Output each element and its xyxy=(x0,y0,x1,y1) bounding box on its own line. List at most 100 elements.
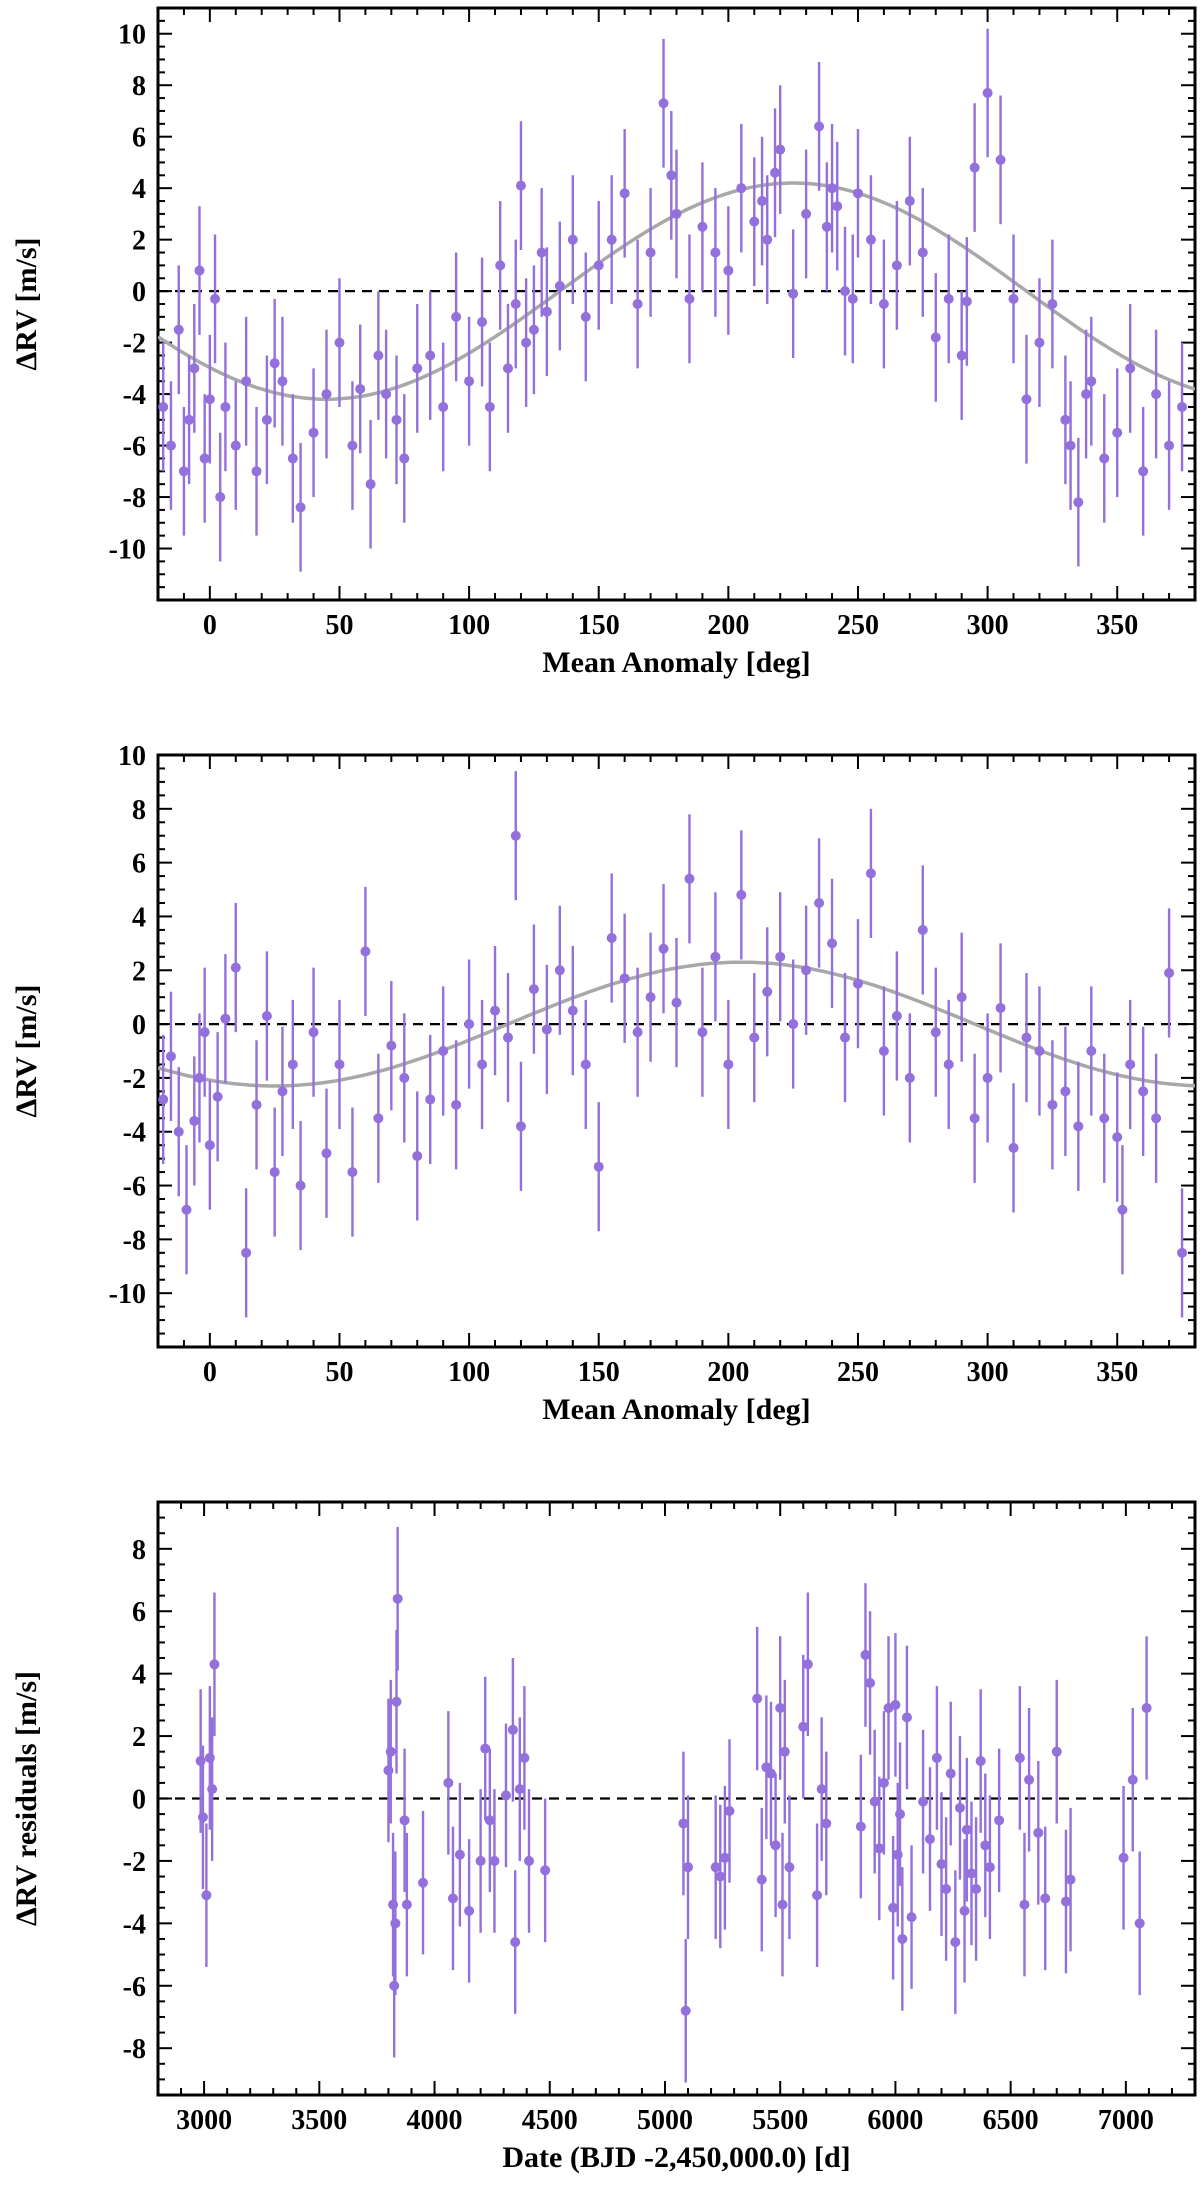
data-point xyxy=(904,1072,915,1083)
x-axis-title: Mean Anomaly [deg] xyxy=(542,1393,810,1426)
y-tick-label: -6 xyxy=(123,1172,146,1203)
chart-panel-phase-folded-middle: 0 50 100 150 200 250 300 350 -10 -8 -6 -4 -2 0 2 4 6 8 10 M… xyxy=(10,741,1197,1426)
data-point xyxy=(521,337,532,348)
data-point xyxy=(502,1032,513,1043)
data-point xyxy=(401,1899,412,1910)
x-tick-label: 0 xyxy=(203,610,217,641)
data-point xyxy=(1073,497,1084,508)
x-tick-label: 7000 xyxy=(1098,2105,1154,2136)
data-point xyxy=(994,1815,1005,1826)
data-point xyxy=(904,196,915,207)
x-axis-title: Date (BJD -2,450,000.0) [d] xyxy=(502,2141,850,2174)
data-point xyxy=(891,260,902,271)
data-point xyxy=(215,492,226,503)
data-point xyxy=(199,453,210,464)
data-point xyxy=(980,1840,991,1851)
data-point xyxy=(536,247,547,258)
data-point xyxy=(943,1059,954,1070)
y-tick-label: 2 xyxy=(132,226,146,257)
data-point xyxy=(860,1649,871,1660)
data-point xyxy=(719,1852,730,1863)
data-point xyxy=(490,1005,501,1016)
data-point xyxy=(593,260,604,271)
data-point xyxy=(541,306,552,317)
data-point xyxy=(930,1027,941,1038)
data-point xyxy=(1047,1099,1058,1110)
x-axis-title: Mean Anomaly [deg] xyxy=(542,646,810,679)
data-point xyxy=(451,1099,462,1110)
data-point xyxy=(173,324,184,335)
data-point xyxy=(788,288,799,299)
data-point xyxy=(295,502,306,513)
data-point xyxy=(425,350,436,361)
data-point xyxy=(865,868,876,879)
data-point xyxy=(567,1005,578,1016)
data-point xyxy=(519,1752,530,1763)
data-point xyxy=(950,1937,961,1948)
data-point xyxy=(210,293,221,304)
data-point xyxy=(982,87,993,98)
data-point xyxy=(802,1659,813,1670)
x-tick-label: 350 xyxy=(1096,610,1138,641)
data-point xyxy=(1008,293,1019,304)
data-point xyxy=(1040,1893,1051,1904)
data-point xyxy=(1177,1247,1188,1258)
data-point xyxy=(606,234,617,245)
data-point xyxy=(1014,1752,1025,1763)
data-point xyxy=(412,363,423,374)
data-point xyxy=(593,1161,604,1172)
data-point xyxy=(355,383,366,394)
y-tick-label: -8 xyxy=(123,2034,146,2065)
y-axis-title: ΔRV [m/s] xyxy=(10,984,43,1117)
y-axis-title: ΔRV residuals [m/s] xyxy=(10,1671,43,1926)
data-point xyxy=(1060,1086,1071,1097)
x-tick-label: 5000 xyxy=(637,2105,693,2136)
data-point xyxy=(347,440,358,451)
data-point xyxy=(1060,414,1071,425)
data-point xyxy=(277,1086,288,1097)
data-point xyxy=(878,1777,889,1788)
data-point xyxy=(777,1899,788,1910)
data-point xyxy=(775,144,786,155)
data-point xyxy=(897,1933,908,1944)
data-point xyxy=(943,293,954,304)
y-tick-label: -6 xyxy=(123,432,146,463)
data-point xyxy=(201,1890,212,1901)
data-point xyxy=(475,1855,486,1866)
data-point xyxy=(1021,394,1032,405)
data-point xyxy=(1151,389,1162,400)
data-point xyxy=(680,2005,691,2016)
data-point xyxy=(847,293,858,304)
x-tick-label: 50 xyxy=(325,610,353,641)
data-point xyxy=(347,1167,358,1178)
data-point xyxy=(956,992,967,1003)
data-point xyxy=(1033,1827,1044,1838)
data-point xyxy=(757,196,768,207)
data-point xyxy=(865,234,876,245)
data-point xyxy=(966,1868,977,1879)
data-point xyxy=(165,440,176,451)
data-point xyxy=(684,873,695,884)
data-point xyxy=(381,389,392,400)
data-point xyxy=(827,938,838,949)
data-point xyxy=(710,951,721,962)
y-tick-label: 4 xyxy=(132,1660,146,1691)
data-point xyxy=(832,201,843,212)
y-tick-label: -2 xyxy=(123,1064,146,1095)
data-point xyxy=(865,1678,876,1689)
data-point xyxy=(749,1032,760,1043)
x-tick-label: 250 xyxy=(837,1357,879,1388)
data-layer xyxy=(158,771,1195,1318)
data-point xyxy=(632,1027,643,1038)
y-tick-label: 10 xyxy=(118,20,146,51)
x-tick-label: 50 xyxy=(325,1357,353,1388)
data-point xyxy=(724,1805,735,1816)
chart-panel-residuals-bottom: 3000 3500 4000 4500 5000 5500 6000 6500 7000 -8 -6… xyxy=(10,1500,1197,2174)
data-point xyxy=(1112,1132,1123,1143)
data-point xyxy=(514,1784,525,1795)
data-point xyxy=(1060,1896,1071,1907)
data-point xyxy=(606,932,617,943)
data-point xyxy=(392,1593,403,1604)
data-point xyxy=(852,978,863,989)
data-point xyxy=(798,1721,809,1732)
